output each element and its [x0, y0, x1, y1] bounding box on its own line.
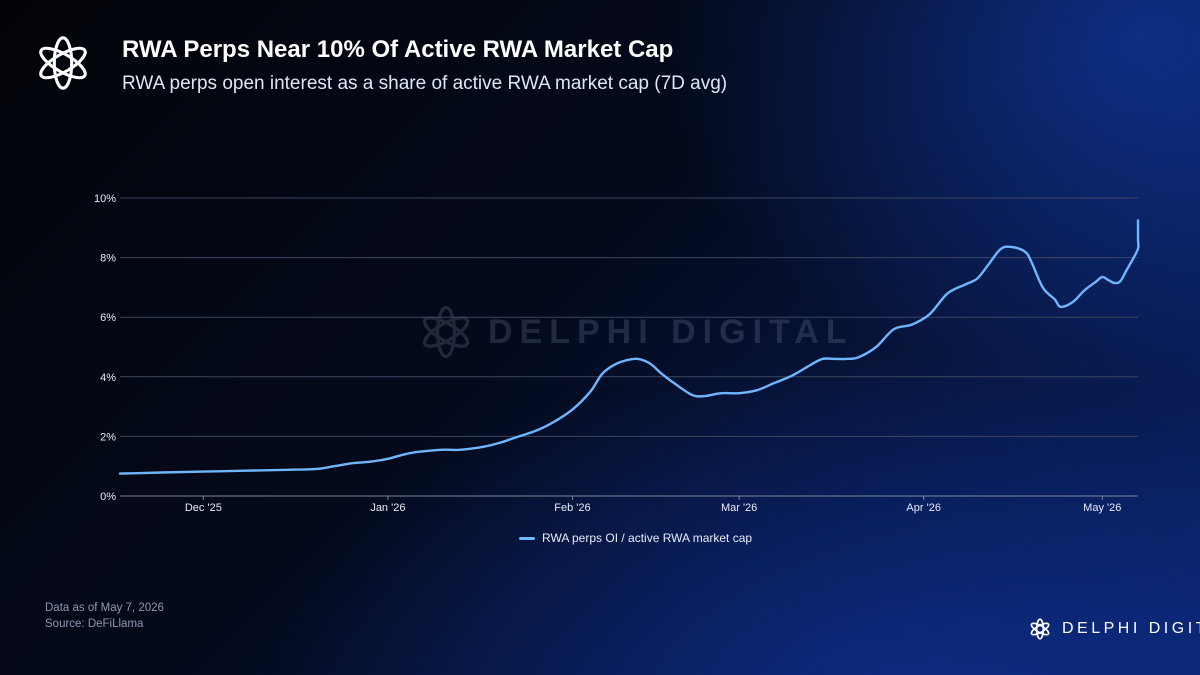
page-subtitle: RWA perps open interest as a share of ac…	[122, 73, 728, 94]
watermark: DELPHI DIGITAL	[416, 302, 854, 362]
y-tick-label: 2%	[100, 431, 116, 443]
brand-knot-icon	[1030, 618, 1050, 640]
page-title: RWA Perps Near 10% Of Active RWA Market …	[122, 36, 674, 63]
legend-swatch	[519, 536, 535, 540]
brand-name: DELPHI DIGITAL	[1062, 620, 1200, 637]
series-layer	[118, 219, 1140, 475]
y-axis: 0% 2% 4% 6% 8% 10%	[94, 193, 116, 503]
series-line	[118, 219, 1140, 475]
footer-notes: Data as of May 7, 2026 Source: DeFiLlama	[45, 600, 164, 632]
x-tick-label: Mar '26	[721, 502, 757, 514]
source-note: Source: DeFiLlama	[45, 618, 144, 630]
x-tick-label: Dec '25	[185, 502, 222, 514]
y-tick-label: 10%	[94, 193, 116, 205]
grid	[120, 197, 1138, 497]
x-axis: Dec '25 Jan '26 Feb '26 Mar '26 Apr '26 May '…	[185, 496, 1121, 514]
watermark-text: DELPHI DIGITAL	[488, 312, 854, 351]
legend-label: RWA perps OI / active RWA market cap	[542, 531, 753, 545]
x-tick-label: May '26	[1083, 502, 1121, 514]
y-tick-label: 8%	[100, 253, 116, 265]
x-tick-label: Jan '26	[370, 502, 405, 514]
legend: RWA perps OI / active RWA market cap	[519, 531, 752, 545]
x-tick-label: Apr '26	[906, 502, 941, 514]
x-tick-label: Feb '26	[554, 502, 590, 514]
watermark-knot-icon	[422, 305, 470, 359]
brand-logo: DELPHI DIGITAL	[1028, 617, 1200, 641]
y-tick-label: 0%	[100, 491, 116, 503]
delphi-knot-icon	[39, 36, 87, 90]
y-tick-label: 4%	[100, 372, 116, 384]
data-as-of: Data as of May 7, 2026	[45, 602, 164, 614]
y-tick-label: 6%	[100, 312, 116, 324]
